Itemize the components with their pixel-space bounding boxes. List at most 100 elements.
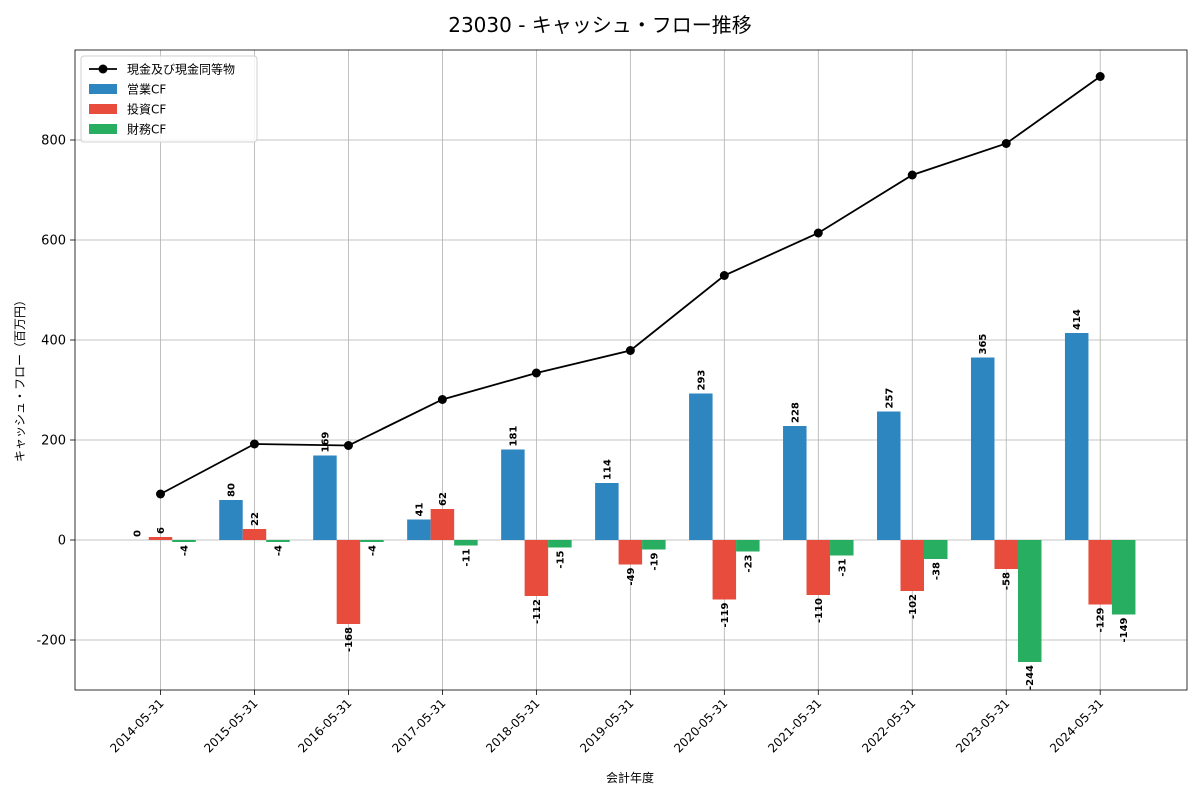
bar	[924, 540, 948, 559]
bar	[407, 520, 431, 541]
bar-label: 169	[320, 432, 331, 453]
bar	[901, 540, 925, 591]
cash-line-point	[156, 490, 165, 499]
x-axis-label: 会計年度	[606, 770, 654, 785]
bar	[994, 540, 1018, 569]
bar-label: -112	[532, 599, 543, 624]
x-tick-label: 2018-05-31	[483, 696, 542, 755]
bar	[525, 540, 549, 596]
cash-line-point	[720, 271, 729, 280]
bar	[219, 500, 243, 540]
cash-line-point	[626, 346, 635, 355]
y-tick-label: 0	[58, 534, 66, 549]
legend-swatch-bar	[89, 84, 117, 94]
cash-line-point	[908, 171, 917, 180]
bar	[1088, 540, 1112, 605]
bar	[595, 483, 619, 540]
cash-line-point	[532, 369, 541, 378]
legend-swatch-marker	[99, 65, 108, 74]
chart-title: 23030 - キャッシュ・フロー推移	[448, 13, 752, 37]
bar-label: 0	[133, 530, 144, 537]
bar-label: 414	[1072, 309, 1083, 330]
legend-label: 営業CF	[127, 83, 166, 97]
bar	[807, 540, 831, 595]
legend-label: 投資CF	[127, 102, 166, 117]
bar-label: 22	[250, 512, 261, 526]
bar	[266, 540, 290, 542]
x-tick-label: 2016-05-31	[295, 696, 354, 755]
x-tick-label: 2020-05-31	[671, 696, 730, 755]
bar	[313, 456, 337, 541]
bar	[877, 412, 901, 541]
bar-label: 6	[156, 527, 167, 534]
bar-label: -4	[273, 545, 284, 556]
bar	[713, 540, 737, 600]
x-tick-label: 2024-05-31	[1047, 696, 1106, 755]
x-tick-label: 2017-05-31	[389, 696, 448, 755]
bar	[360, 540, 384, 542]
legend-label: 現金及び現金同等物	[127, 62, 235, 77]
bar-label: -58	[1002, 572, 1013, 590]
cash-line-point	[814, 229, 823, 238]
bar	[971, 358, 995, 541]
bar-label: 257	[884, 388, 895, 409]
cash-line-point	[1096, 72, 1105, 81]
bar-label: -110	[814, 598, 825, 623]
bar-label: -129	[1096, 607, 1107, 632]
bar	[642, 540, 666, 550]
bar-label: 228	[790, 402, 801, 423]
bar	[149, 537, 173, 540]
bar-label: 365	[978, 334, 989, 355]
y-axis-label: キャッシュ・フロー（百万円）	[13, 294, 27, 462]
y-tick-label: 600	[41, 234, 66, 249]
bar	[172, 540, 196, 542]
bar-label: -4	[180, 545, 191, 556]
bar-label: -4	[367, 545, 378, 556]
bar-label: -244	[1025, 665, 1036, 690]
bar	[454, 540, 478, 546]
bar-label: -149	[1119, 617, 1130, 642]
cash-line-point	[438, 395, 447, 404]
bar-label: -38	[931, 562, 942, 580]
bar-label: -19	[649, 552, 660, 570]
bar-label: -23	[743, 554, 754, 572]
bar	[501, 450, 525, 541]
bar	[243, 529, 267, 540]
bar-label: 41	[414, 503, 425, 517]
bar	[1065, 333, 1089, 540]
bar-label: -168	[344, 627, 355, 652]
y-tick-label: 800	[41, 134, 66, 149]
cash-line-point	[344, 441, 353, 450]
legend-label: 財務CF	[127, 122, 166, 137]
x-tick-label: 2014-05-31	[107, 696, 166, 755]
bar-label: -119	[720, 602, 731, 627]
legend-swatch-bar	[89, 104, 117, 114]
bar-label: 181	[508, 426, 519, 447]
bar-label: -15	[555, 550, 566, 568]
bar	[1112, 540, 1136, 615]
bar	[1018, 540, 1042, 662]
x-tick-label: 2015-05-31	[201, 696, 260, 755]
x-tick-label: 2022-05-31	[859, 696, 918, 755]
y-tick-label: 200	[41, 434, 66, 449]
bar-label: 293	[696, 370, 707, 391]
bar	[783, 426, 807, 540]
bar-label: 114	[602, 459, 613, 480]
cash-line-point	[1002, 139, 1011, 148]
legend-swatch-bar	[89, 124, 117, 134]
y-tick-label: -200	[36, 634, 66, 649]
bar-label: -31	[837, 558, 848, 576]
bar	[736, 540, 760, 552]
bar-label: -49	[626, 567, 637, 585]
x-tick-label: 2023-05-31	[953, 696, 1012, 755]
bar	[431, 509, 455, 540]
bar	[337, 540, 361, 624]
bar	[548, 540, 572, 548]
bar-label: 80	[226, 483, 237, 497]
cash-line-point	[250, 440, 259, 449]
bar-label: -11	[461, 548, 472, 566]
